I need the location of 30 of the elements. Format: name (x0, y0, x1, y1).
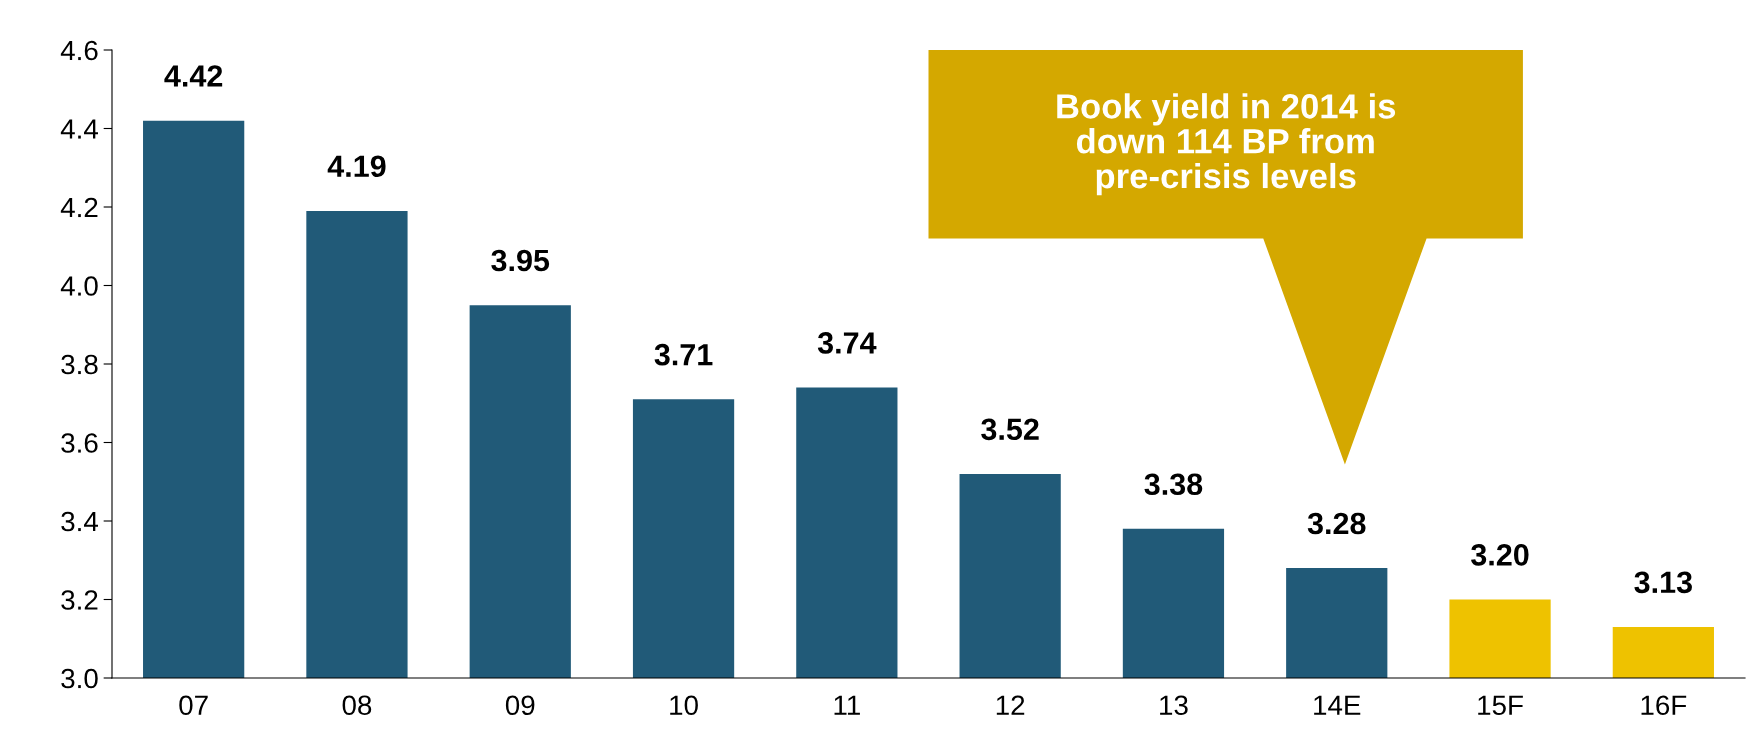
x-tick-label: 11 (834, 695, 860, 715)
x-tick-label: 15F (1478, 695, 1523, 716)
data-label: 3.74 (817, 332, 877, 354)
x-tick-label: 10 (670, 695, 698, 716)
annotation: Book yield in 2014 is down 114 BP from pre-crisis levels (1057, 93, 1396, 196)
x-tick-label: 07 (179, 695, 208, 716)
data-label: 3.13 (1634, 571, 1692, 594)
y-tick-label: 4.2 (60, 197, 98, 218)
y-tick-label: 4.6 (60, 40, 98, 61)
x-tick-label: 16F (1641, 695, 1687, 716)
x-tick-label: 14E (1314, 695, 1361, 715)
data-label: 3.71 (654, 343, 713, 366)
y-tick-label: 3.4 (61, 511, 98, 532)
y-tick-label: 4.0 (60, 276, 98, 296)
data-label: 3.38 (1144, 473, 1203, 496)
y-tick-label: 3.6 (61, 433, 98, 453)
x-tick-label: 12 (996, 695, 1025, 715)
y-tick-label: 4.4 (60, 119, 98, 139)
data-label: 3.52 (981, 418, 1039, 441)
data-label: 3.95 (491, 249, 550, 272)
x-tick-label: 13 (1160, 695, 1188, 716)
x-tick-label: 08 (342, 695, 372, 716)
data-label: 3.28 (1307, 512, 1366, 535)
y-tick-label: 3.2 (61, 590, 98, 610)
data-label: 4.42 (164, 65, 223, 87)
x-tick-label: 09 (505, 695, 535, 716)
data-label: 3.20 (1471, 544, 1529, 566)
y-tick-label: 3.8 (61, 354, 98, 375)
data-label: 4.19 (327, 155, 386, 178)
y-tick-label: 3.0 (61, 668, 98, 689)
